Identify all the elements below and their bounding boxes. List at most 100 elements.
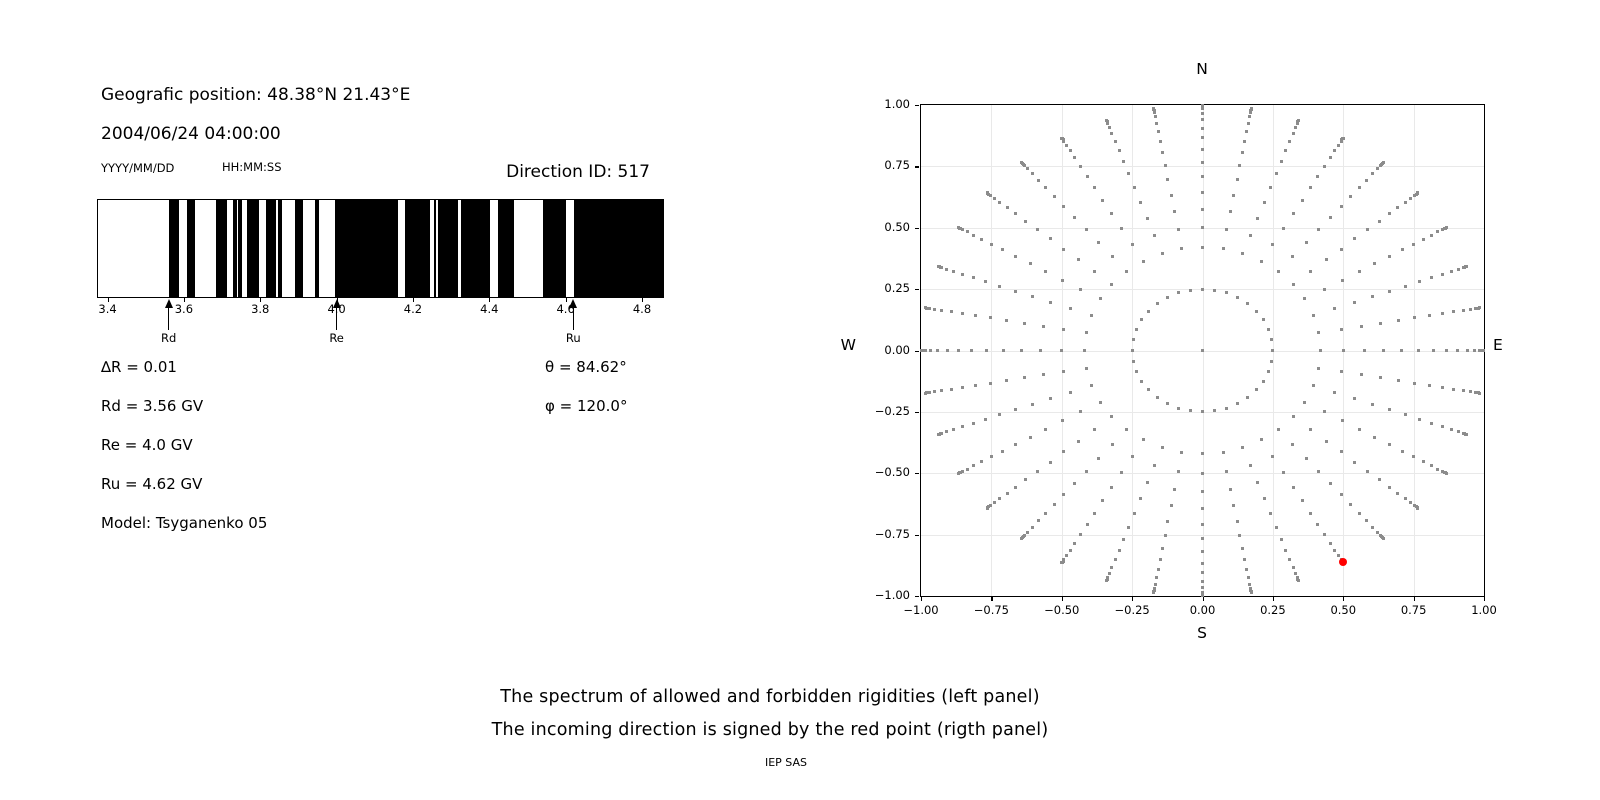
x-tick-label: 0.50 (1330, 603, 1357, 617)
direction-grid-dot (1130, 242, 1134, 246)
direction-grid-dot (1241, 547, 1245, 550)
direction-grid-dot (1238, 163, 1242, 167)
direction-grid-dot (1201, 506, 1204, 510)
y-tick-label: −0.75 (874, 526, 910, 541)
direction-grid-dot (1060, 349, 1064, 352)
x-tick (260, 298, 262, 302)
direction-grid-dot (1236, 402, 1240, 406)
y-tick (915, 534, 919, 536)
direction-grid-dot (1152, 233, 1156, 237)
direction-grid-dot (1241, 252, 1245, 256)
direction-grid-dot (1303, 400, 1307, 404)
direction-grid-dot (945, 430, 949, 434)
direction-grid-dot (1155, 576, 1159, 580)
direction-grid-dot (1041, 324, 1045, 328)
direction-grid-dot (1093, 427, 1097, 431)
direction-grid-dot (945, 267, 949, 271)
direction-grid-dot (1379, 376, 1383, 380)
x-tick (921, 597, 923, 601)
direction-grid-dot (1131, 359, 1135, 363)
direction-grid-dot (1005, 379, 1008, 383)
direction-grid-dot (1201, 136, 1204, 140)
direction-grid-dot (1319, 349, 1323, 352)
direction-grid-dot (1387, 443, 1391, 447)
direction-grid-dot (1001, 449, 1005, 453)
direction-grid-dot (1300, 198, 1304, 202)
direction-grid-dot (1044, 511, 1048, 515)
direction-grid-dot (1322, 533, 1326, 537)
direction-grid-dot (1375, 167, 1379, 171)
re-text: Re = 4.0 GV (101, 436, 193, 454)
direction-grid-dot (1201, 561, 1204, 565)
direction-grid-dot (998, 284, 1002, 288)
direction-grid-dot (965, 230, 969, 234)
direction-grid-dot (1201, 245, 1204, 249)
direction-grid-dot (1400, 349, 1404, 352)
direction-grid-dot (1201, 586, 1204, 590)
direction-grid-dot (1104, 579, 1108, 583)
direction-grid-dot (952, 270, 956, 274)
y-tick-label: −0.50 (874, 465, 910, 480)
direction-grid-dot (1412, 455, 1416, 459)
x-tick (1272, 597, 1275, 601)
direction-grid-dot (1317, 366, 1321, 370)
direction-grid-dot (1201, 118, 1204, 122)
x-tick (1132, 597, 1134, 601)
direction-grid-dot (1052, 503, 1056, 507)
direction-grid-dot (1396, 491, 1400, 495)
direction-grid-dot (1379, 321, 1383, 325)
direction-grid-dot (1353, 237, 1357, 241)
x-tick-label: 4.6 (556, 302, 575, 316)
direction-grid-dot (1260, 438, 1264, 442)
direction-grid-dot (1241, 445, 1245, 449)
direction-grid-dot (940, 431, 944, 435)
direction-grid-dot (1172, 487, 1176, 491)
direction-grid-dot (1461, 431, 1465, 435)
direction-grid-dot (1049, 397, 1053, 401)
direction-grid-dot (1165, 295, 1169, 299)
direction-grid-dot (1388, 289, 1392, 293)
direction-grid-dot (1201, 550, 1204, 554)
y-tick-label: 0.75 (884, 158, 910, 173)
direction-grid-dot (1381, 161, 1385, 165)
direction-grid-dot (1371, 295, 1375, 298)
direction-grid-dot (1416, 349, 1420, 352)
y-tick (915, 411, 919, 414)
direction-grid-dot (1201, 111, 1204, 115)
direction-grid-dot (992, 196, 996, 200)
direction-grid-dot (1297, 118, 1301, 122)
direction-grid-dot (1079, 533, 1083, 537)
direction-grid-dot (1461, 389, 1465, 393)
direction-grid-dot (1341, 349, 1345, 352)
x-tick (1343, 597, 1345, 601)
direction-grid-dot (1291, 282, 1295, 286)
direction-grid-dot (1317, 228, 1321, 232)
direction-grid-dot (1417, 417, 1421, 421)
x-tick-label: −0.25 (1114, 603, 1150, 617)
direction-grid-dot (985, 191, 989, 195)
y-tick-label: 0.00 (884, 342, 910, 357)
direction-grid-dot (1430, 421, 1434, 425)
direction-grid-dot (936, 432, 940, 436)
direction-grid-dot (1291, 565, 1295, 569)
direction-grid-dot (984, 280, 988, 284)
direction-grid-dot (1110, 212, 1114, 216)
direction-grid-dot (1127, 525, 1131, 529)
direction-grid-dot (1256, 216, 1260, 220)
direction-grid-dot (1147, 388, 1151, 392)
direction-grid-dot (1349, 194, 1353, 198)
direction-grid-dot (984, 417, 988, 421)
direction-grid-dot (1312, 384, 1316, 388)
direction-grid-dot (1362, 349, 1366, 352)
direction-grid-dot (1085, 174, 1089, 178)
x-tick-label: 4.4 (480, 302, 499, 316)
direction-grid-dot (1110, 565, 1114, 569)
direction-grid-dot (1409, 196, 1413, 200)
direction-grid-dot (1328, 216, 1332, 220)
x-tick (1484, 597, 1486, 601)
direction-grid-dot (1245, 129, 1249, 133)
direction-grid-dot (1089, 313, 1093, 317)
direction-grid-dot (1465, 349, 1469, 352)
x-tick-label: 1.00 (1471, 603, 1497, 617)
direction-grid-dot (1082, 349, 1086, 352)
